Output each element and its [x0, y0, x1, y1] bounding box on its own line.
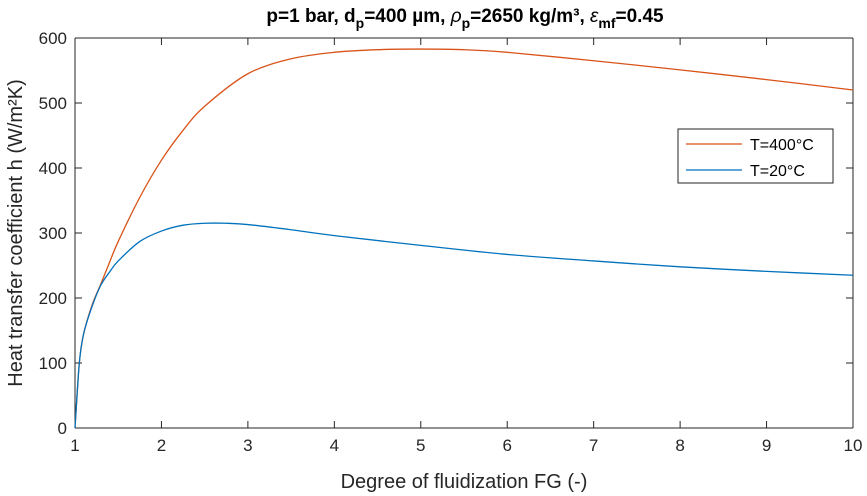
y-tick-label: 100 [39, 354, 67, 373]
x-tick-label: 8 [675, 436, 684, 455]
title-eps: ε [590, 6, 599, 27]
x-tick-label: 4 [330, 436, 339, 455]
series-lines [74, 48, 854, 429]
chart-title: p=1 bar, dp=400 µm, ρp=2650 kg/m³, εmf=0… [266, 6, 664, 31]
title-rho: ρ [450, 6, 462, 27]
x-tick-label: 1 [70, 436, 79, 455]
x-tick-label: 10 [844, 436, 863, 455]
x-tick-label: 3 [243, 436, 252, 455]
x-axis-label: Degree of fluidization FG (-) [341, 471, 588, 493]
series-line-0 [74, 48, 854, 429]
title-sub-eps: mf [598, 15, 615, 31]
x-tick-label: 5 [416, 436, 425, 455]
y-tick-label: 400 [39, 159, 67, 178]
x-tick-label: 7 [589, 436, 598, 455]
title-sub-p: p [356, 15, 365, 31]
x-tick-label: 6 [502, 436, 511, 455]
x-tick-label: 2 [157, 436, 166, 455]
title-part-p: p=1 bar, d [266, 6, 355, 27]
y-tick-label: 500 [39, 94, 67, 113]
title-part-rho-val: =2650 kg/m³, [470, 6, 590, 27]
title-part-eps-val: =0.45 [616, 6, 665, 27]
y-axis-label: Heat transfer coefficient h (W/m²K) [5, 79, 27, 387]
y-tick-label: 600 [39, 29, 67, 48]
y-tick-label: 300 [39, 224, 67, 243]
y-tick-label: 0 [58, 419, 67, 438]
legend-label-1: T=20°C [750, 163, 805, 180]
legend: T=400°C T=20°C [677, 128, 834, 184]
legend-label-0: T=400°C [750, 137, 814, 154]
title-part-dp: =400 µm, [364, 6, 450, 27]
x-ticks: 1 2 3 4 5 6 7 8 9 10 [70, 38, 862, 455]
series-line-1 [74, 222, 854, 429]
legend-box [677, 128, 834, 184]
x-tick-label: 9 [762, 436, 771, 455]
y-tick-label: 200 [39, 289, 67, 308]
y-ticks: 0 100 200 300 400 500 600 [39, 29, 853, 438]
title-sub-rho: p [462, 15, 471, 31]
